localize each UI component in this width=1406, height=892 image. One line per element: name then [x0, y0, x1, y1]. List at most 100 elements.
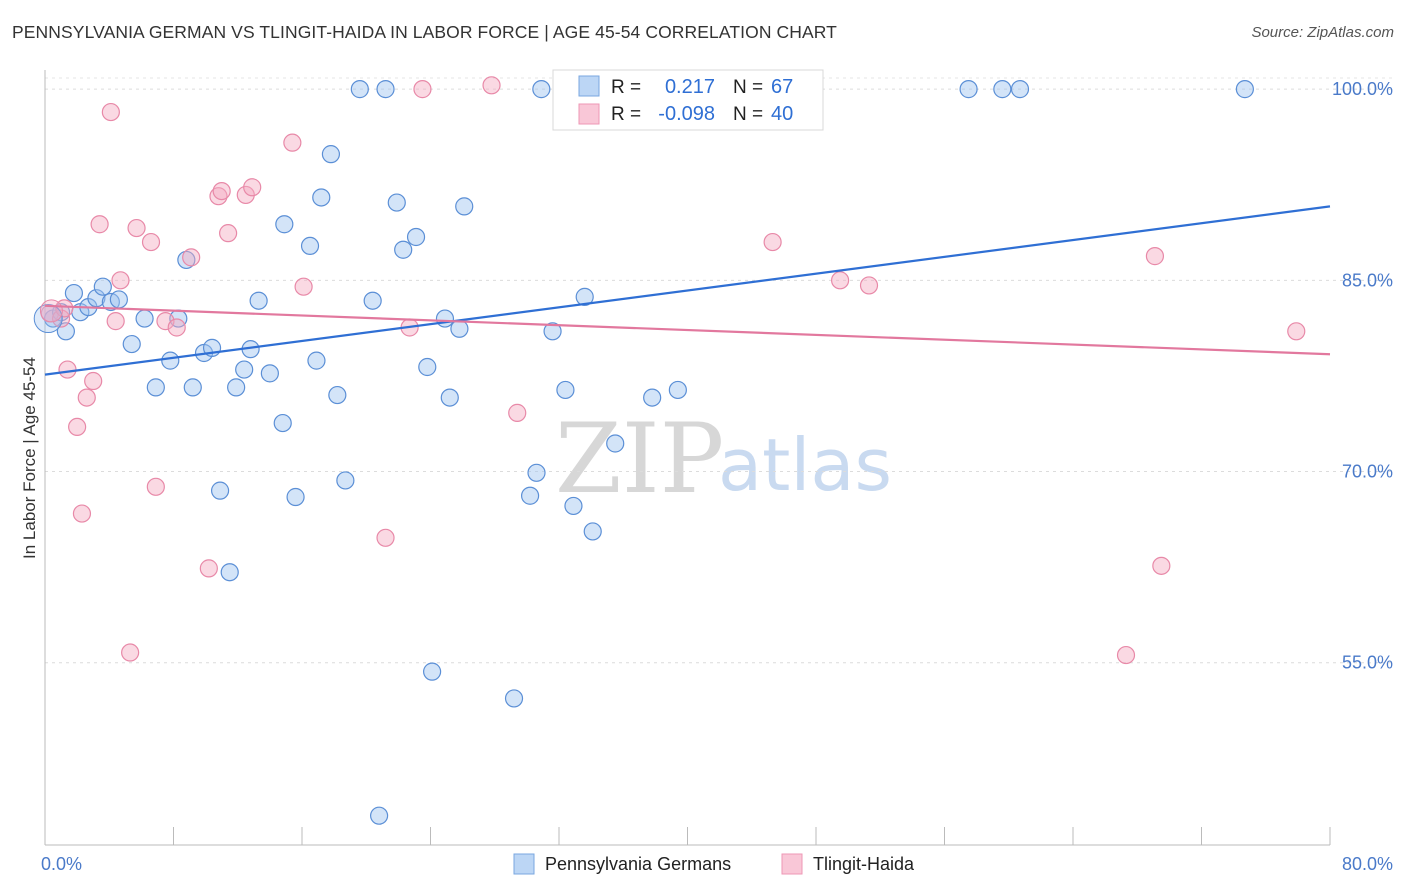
tlingit-haida-point — [482, 76, 501, 95]
tlingit-haida-point — [212, 181, 231, 201]
pennsylvania-german-point — [394, 240, 413, 259]
pennsylvania-german-point — [220, 563, 239, 582]
pennsylvania-german-point — [668, 380, 687, 400]
pennsylvania-german-point — [993, 80, 1012, 99]
tlingit-haida-point — [199, 559, 218, 578]
pennsylvania-german-point — [273, 413, 292, 433]
legend-series-name: Pennsylvania Germans — [545, 854, 731, 874]
legend-swatch-tlingit — [578, 103, 600, 125]
pennsylvania-german-point — [286, 487, 305, 507]
tlingit-haida-point — [77, 388, 96, 407]
tlingit-haida-point — [111, 271, 130, 290]
trend-lines — [44, 205, 1331, 376]
pennsylvania-german-point — [423, 662, 442, 681]
tlingit-haida-point — [1287, 322, 1306, 341]
pennsylvania-german-point — [543, 322, 562, 341]
tlingit-haida-point — [167, 318, 186, 337]
pennsylvania-german-point — [606, 434, 625, 453]
pennsylvania-german-point — [455, 197, 474, 216]
pennsylvania-german-point — [520, 486, 540, 505]
tlingit-haida-point — [101, 102, 120, 122]
pennsylvania-german-point — [575, 287, 594, 306]
legend-swatch-pennsylvania — [578, 75, 600, 97]
pennsylvania-german-point — [370, 806, 389, 825]
pennsylvania-german-point — [235, 360, 254, 379]
pennsylvania-german-point — [33, 304, 63, 334]
legend-swatch-pennsylvania — [513, 853, 535, 875]
pennsylvania-german-point — [435, 309, 455, 328]
tlingit-haida-point — [146, 477, 165, 496]
pennsylvania-german-point — [227, 378, 246, 397]
legend-n-value: 40 — [771, 103, 793, 125]
tlingit-haida-point — [156, 312, 175, 331]
y-tick-label: 70.0% — [1342, 462, 1393, 482]
tlingit-haida-point — [243, 178, 262, 197]
correlation-legend: R = 0.217 N = 67 R = -0.098 N = 40 — [552, 69, 824, 131]
pennsylvania-german-point — [363, 291, 382, 310]
watermark-atlas: atlas — [718, 423, 892, 507]
pennsylvania-german-point — [556, 380, 575, 400]
tlingit-haida-point — [72, 504, 92, 523]
tlingit-haida-point — [508, 403, 527, 422]
pennsylvania-german-point — [321, 145, 341, 164]
tlingit-haida-point — [127, 218, 146, 238]
x-tick-label: 0.0% — [41, 854, 82, 874]
legend-n-label: N = — [733, 104, 763, 125]
tlingit-haida-point — [413, 80, 432, 99]
legend-r-label: R = — [611, 104, 641, 125]
legend-swatch-tlingit — [781, 853, 803, 875]
pennsylvania-german-point — [312, 188, 331, 207]
legend-r-value: 0.217 — [665, 76, 715, 98]
tlingit-haida-point — [90, 215, 109, 234]
pennsylvania-german-point — [959, 80, 978, 99]
pennsylvania-german-point — [93, 277, 112, 296]
legend-r-label: R = — [611, 77, 641, 98]
pennsylvania-german-point — [328, 385, 347, 405]
tlingit-haida-point — [68, 417, 87, 437]
pennsylvania-german-trend-line — [44, 205, 1331, 376]
pennsylvania-german-point — [450, 319, 469, 338]
legend-n-value: 67 — [771, 76, 793, 98]
tlingit-haida-point — [1152, 556, 1171, 575]
series-legend: Pennsylvania Germans Tlingit-Haida — [513, 853, 915, 875]
pennsylvania-german-point — [504, 689, 524, 708]
pennsylvania-german-point — [418, 357, 437, 377]
pennsylvania-german-point — [109, 290, 128, 309]
tlingit-haida-point — [121, 643, 140, 662]
pennsylvania-german-point — [350, 80, 369, 99]
tlingit-haida-point — [859, 276, 879, 295]
pennsylvania-german-point — [583, 522, 602, 541]
y-tick-labels: 55.0% 70.0% 85.0% 100.0% — [1332, 79, 1393, 673]
pennsylvania-german-point — [336, 471, 355, 490]
x-tick-labels: 0.0% 80.0% — [41, 854, 1393, 874]
pennsylvania-german-point — [135, 309, 154, 328]
legend-series-name: Tlingit-Haida — [813, 854, 915, 874]
chart-title: PENNSYLVANIA GERMAN VS TLINGIT-HAIDA IN … — [12, 22, 837, 42]
watermark-zip: ZIP — [555, 403, 724, 515]
pennsylvania-german-point — [64, 283, 84, 303]
tlingit-haida-point — [51, 309, 71, 328]
pennsylvania-german-point — [527, 463, 546, 482]
pennsylvania-german-point — [183, 378, 202, 397]
legend-r-value: -0.098 — [658, 103, 715, 125]
tlingit-haida-point — [1145, 247, 1165, 266]
tlingit-haida-point — [376, 528, 395, 547]
pennsylvania-german-point — [564, 496, 583, 516]
tlingit-haida-point — [106, 312, 125, 331]
pennsylvania-german-point — [146, 378, 165, 397]
pennsylvania-german-point — [387, 193, 406, 212]
pennsylvania-german-point — [161, 351, 180, 370]
tlingit-haida-point — [182, 248, 201, 267]
tlingit-haida-point — [294, 277, 313, 296]
tlingit-haida-point — [141, 232, 161, 252]
tlingit-haida-point — [763, 232, 782, 252]
pennsylvania-german-point — [275, 215, 294, 234]
x-tick-label: 80.0% — [1342, 854, 1393, 874]
y-tick-label: 55.0% — [1342, 653, 1393, 673]
y-tick-label: 85.0% — [1342, 270, 1393, 290]
pennsylvania-german-point — [260, 364, 279, 383]
pennsylvania-german-point — [210, 481, 230, 500]
tlingit-haida-point — [283, 133, 302, 152]
tlingit-haida-point — [39, 299, 63, 323]
